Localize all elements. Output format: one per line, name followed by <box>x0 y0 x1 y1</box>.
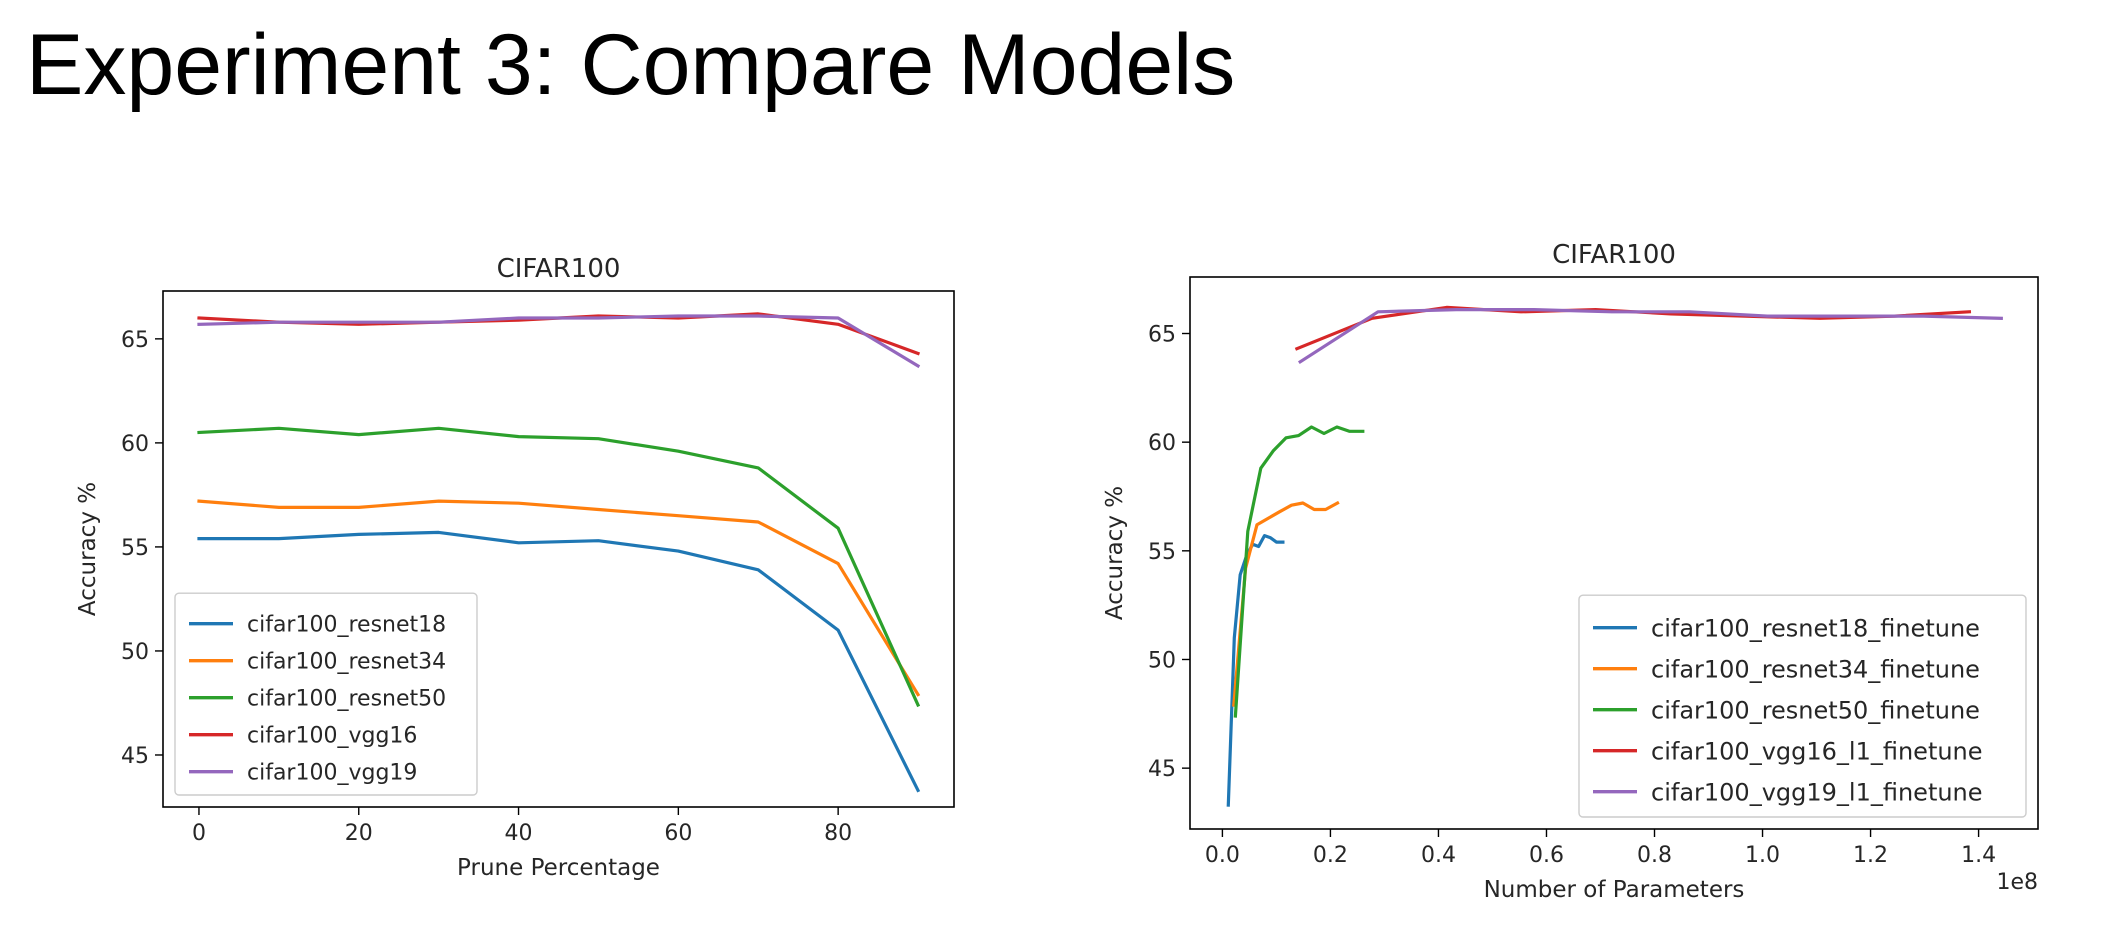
x-tick-label: 60 <box>664 821 692 846</box>
x-tick-label: 0.8 <box>1637 843 1672 868</box>
legend-label: cifar100_vgg19 <box>247 761 417 786</box>
x-tick-label: 1.4 <box>1961 843 1996 868</box>
legend-label: cifar100_resnet18 <box>247 613 446 638</box>
chart-prune-percentage: 0 20 40 60 80 45 50 55 60 65 CIFAR100 Prune Percent… <box>75 254 955 881</box>
legend-label: cifar100_resnet50_finetune <box>1651 696 1980 724</box>
series-line-cifar100-vgg16-l1-finetune <box>1294 305 1972 351</box>
series-line-cifar100-resnet34 <box>197 499 921 697</box>
legend-label: cifar100_resnet18_finetune <box>1651 614 1980 642</box>
series-line-cifar100-vgg19-l1-finetune <box>1297 308 2003 365</box>
series-line-cifar100-resnet18 <box>197 530 921 793</box>
y-tick-label: 60 <box>121 432 149 457</box>
x-tick-label: 1.2 <box>1853 843 1888 868</box>
x-tick-label: 20 <box>345 821 373 846</box>
series-line-cifar100-resnet18-finetune <box>1226 533 1285 807</box>
x-tick-label: 0.0 <box>1205 843 1240 868</box>
series-line-cifar100-vgg16 <box>197 312 921 356</box>
series-line-cifar100-resnet50-finetune <box>1233 425 1365 718</box>
legend: cifar100_resnet18 cifar100_resnet34 cifar1… <box>174 592 478 796</box>
legend-label: cifar100_vgg16_l1_finetune <box>1651 737 1983 765</box>
y-axis-label: Accuracy % <box>1102 486 1128 620</box>
legend-box <box>1578 594 2027 818</box>
y-axis-label: Accuracy % <box>75 482 101 616</box>
legend-label: cifar100_resnet34 <box>247 650 446 675</box>
series-line-cifar100-resnet34-finetune <box>1232 500 1340 707</box>
y-tick-label: 45 <box>1148 757 1176 782</box>
x-tick-label: 0 <box>192 821 206 846</box>
legend-label: cifar100_resnet50 <box>247 687 446 712</box>
y-tick-label: 60 <box>1148 431 1176 456</box>
axes-frame <box>162 290 955 808</box>
legend-label: cifar100_resnet34_finetune <box>1651 655 1980 683</box>
series-line-cifar100-vgg19 <box>197 314 921 369</box>
x-axis-label: Number of Parameters <box>1484 877 1745 903</box>
chart-title: CIFAR100 <box>1552 240 1676 270</box>
axes-frame <box>1189 276 2039 830</box>
x-axis-label: Prune Percentage <box>457 855 660 881</box>
x-tick-label: 40 <box>505 821 533 846</box>
y-tick-label: 50 <box>121 640 149 665</box>
chart-title: CIFAR100 <box>497 254 621 284</box>
legend: cifar100_resnet18_finetune cifar100_resne… <box>1578 594 2027 818</box>
legend-label: cifar100_vgg16 <box>247 724 417 749</box>
y-tick-label: 65 <box>121 328 149 353</box>
slide-title: Experiment 3: Compare Models <box>26 17 1236 113</box>
y-tick-label: 55 <box>121 536 149 561</box>
x-tick-label: 80 <box>824 821 852 846</box>
x-tick-label: 0.6 <box>1529 843 1564 868</box>
y-tick-label: 45 <box>121 744 149 769</box>
x-offset-label: 1e8 <box>1996 870 2038 895</box>
legend-label: cifar100_vgg19_l1_finetune <box>1651 778 1983 806</box>
x-tick-label: 1.0 <box>1745 843 1780 868</box>
y-tick-label: 55 <box>1148 540 1176 565</box>
legend-box <box>174 592 478 796</box>
chart-number-of-parameters: 0.0 0.2 0.4 0.6 0.8 1.0 1.2 1.4 45 50 55 60 65 CIFAR1… <box>1102 240 2039 903</box>
y-tick-label: 65 <box>1148 323 1176 348</box>
x-tick-label: 0.2 <box>1313 843 1348 868</box>
y-tick-label: 50 <box>1148 648 1176 673</box>
x-tick-label: 0.4 <box>1421 843 1456 868</box>
series-line-cifar100-resnet50 <box>197 426 921 708</box>
